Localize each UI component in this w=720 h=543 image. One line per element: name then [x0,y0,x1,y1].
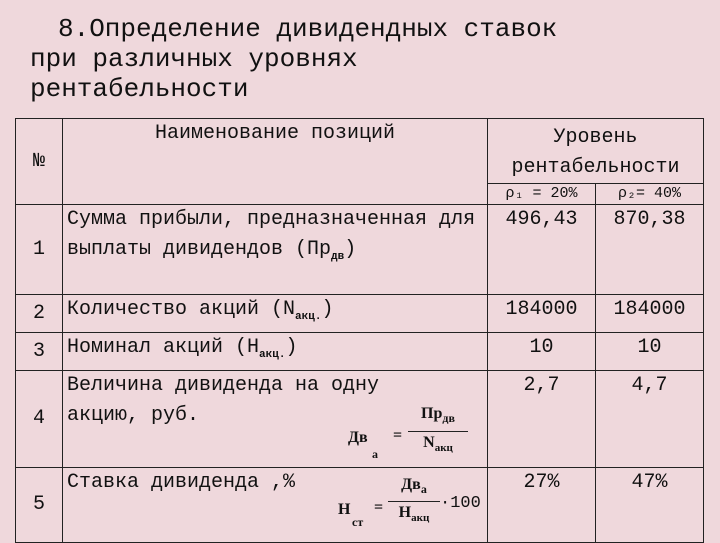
title-line-3: рентабельности [30,74,249,104]
value-p1: 27% [487,467,596,543]
dividend-table: № Наименование позиций Уровень рентабель… [15,118,704,543]
value-p1: 184000 [487,294,596,333]
row-number: 5 [15,467,63,543]
row-name: Сумма прибыли, предназначенная для выпла… [62,204,488,295]
header-no: № [15,118,63,205]
slide-title: 8.Определение дивидендных ставок при разл… [30,14,557,104]
value-p1: 2,7 [487,370,596,468]
table-row: 2 Количество акций (Nакц.) 184000 184000 [15,294,704,333]
table-row: 5 Ставка дивиденда ,% Н ст = Два Накц ·1… [15,467,704,543]
header-level: Уровень рентабельности [487,118,704,184]
value-p2: 4,7 [595,370,704,468]
row-name: Ставка дивиденда ,% Н ст = Два Накц ·100 [62,467,488,543]
row-number: 4 [15,370,63,468]
table-row: 3 Номинал акций (Накц.) 10 10 [15,332,704,371]
value-p2: 10 [595,332,704,371]
header-p2: ρ₂= 40% [595,183,704,205]
title-line-1: 8.Определение дивидендных ставок [58,14,558,44]
value-p2: 47% [595,467,704,543]
title-line-2: при различных уровнях [30,44,358,74]
header-p1: ρ₁ = 20% [487,183,596,205]
row-name-text: Величина дивиденда на одну акцию, руб. [67,374,380,427]
row-number: 3 [15,332,63,371]
table-row: 1 Сумма прибыли, предназначенная для вып… [15,204,704,295]
value-p1: 10 [487,332,596,371]
row-number: 2 [15,294,63,333]
row-number: 1 [15,204,63,295]
row-name: Номинал акций (Накц.) [62,332,488,371]
value-p1: 496,43 [487,204,596,295]
row-name-text: Ставка дивиденда ,% [67,471,296,494]
header-name: Наименование позиций [62,118,488,205]
row-name: Количество акций (Nакц.) [62,294,488,333]
table-row: 4 Величина дивиденда на одну акцию, руб.… [15,370,704,468]
value-p2: 184000 [595,294,704,333]
value-p2: 870,38 [595,204,704,295]
row-name: Величина дивиденда на одну акцию, руб. Д… [62,370,488,468]
